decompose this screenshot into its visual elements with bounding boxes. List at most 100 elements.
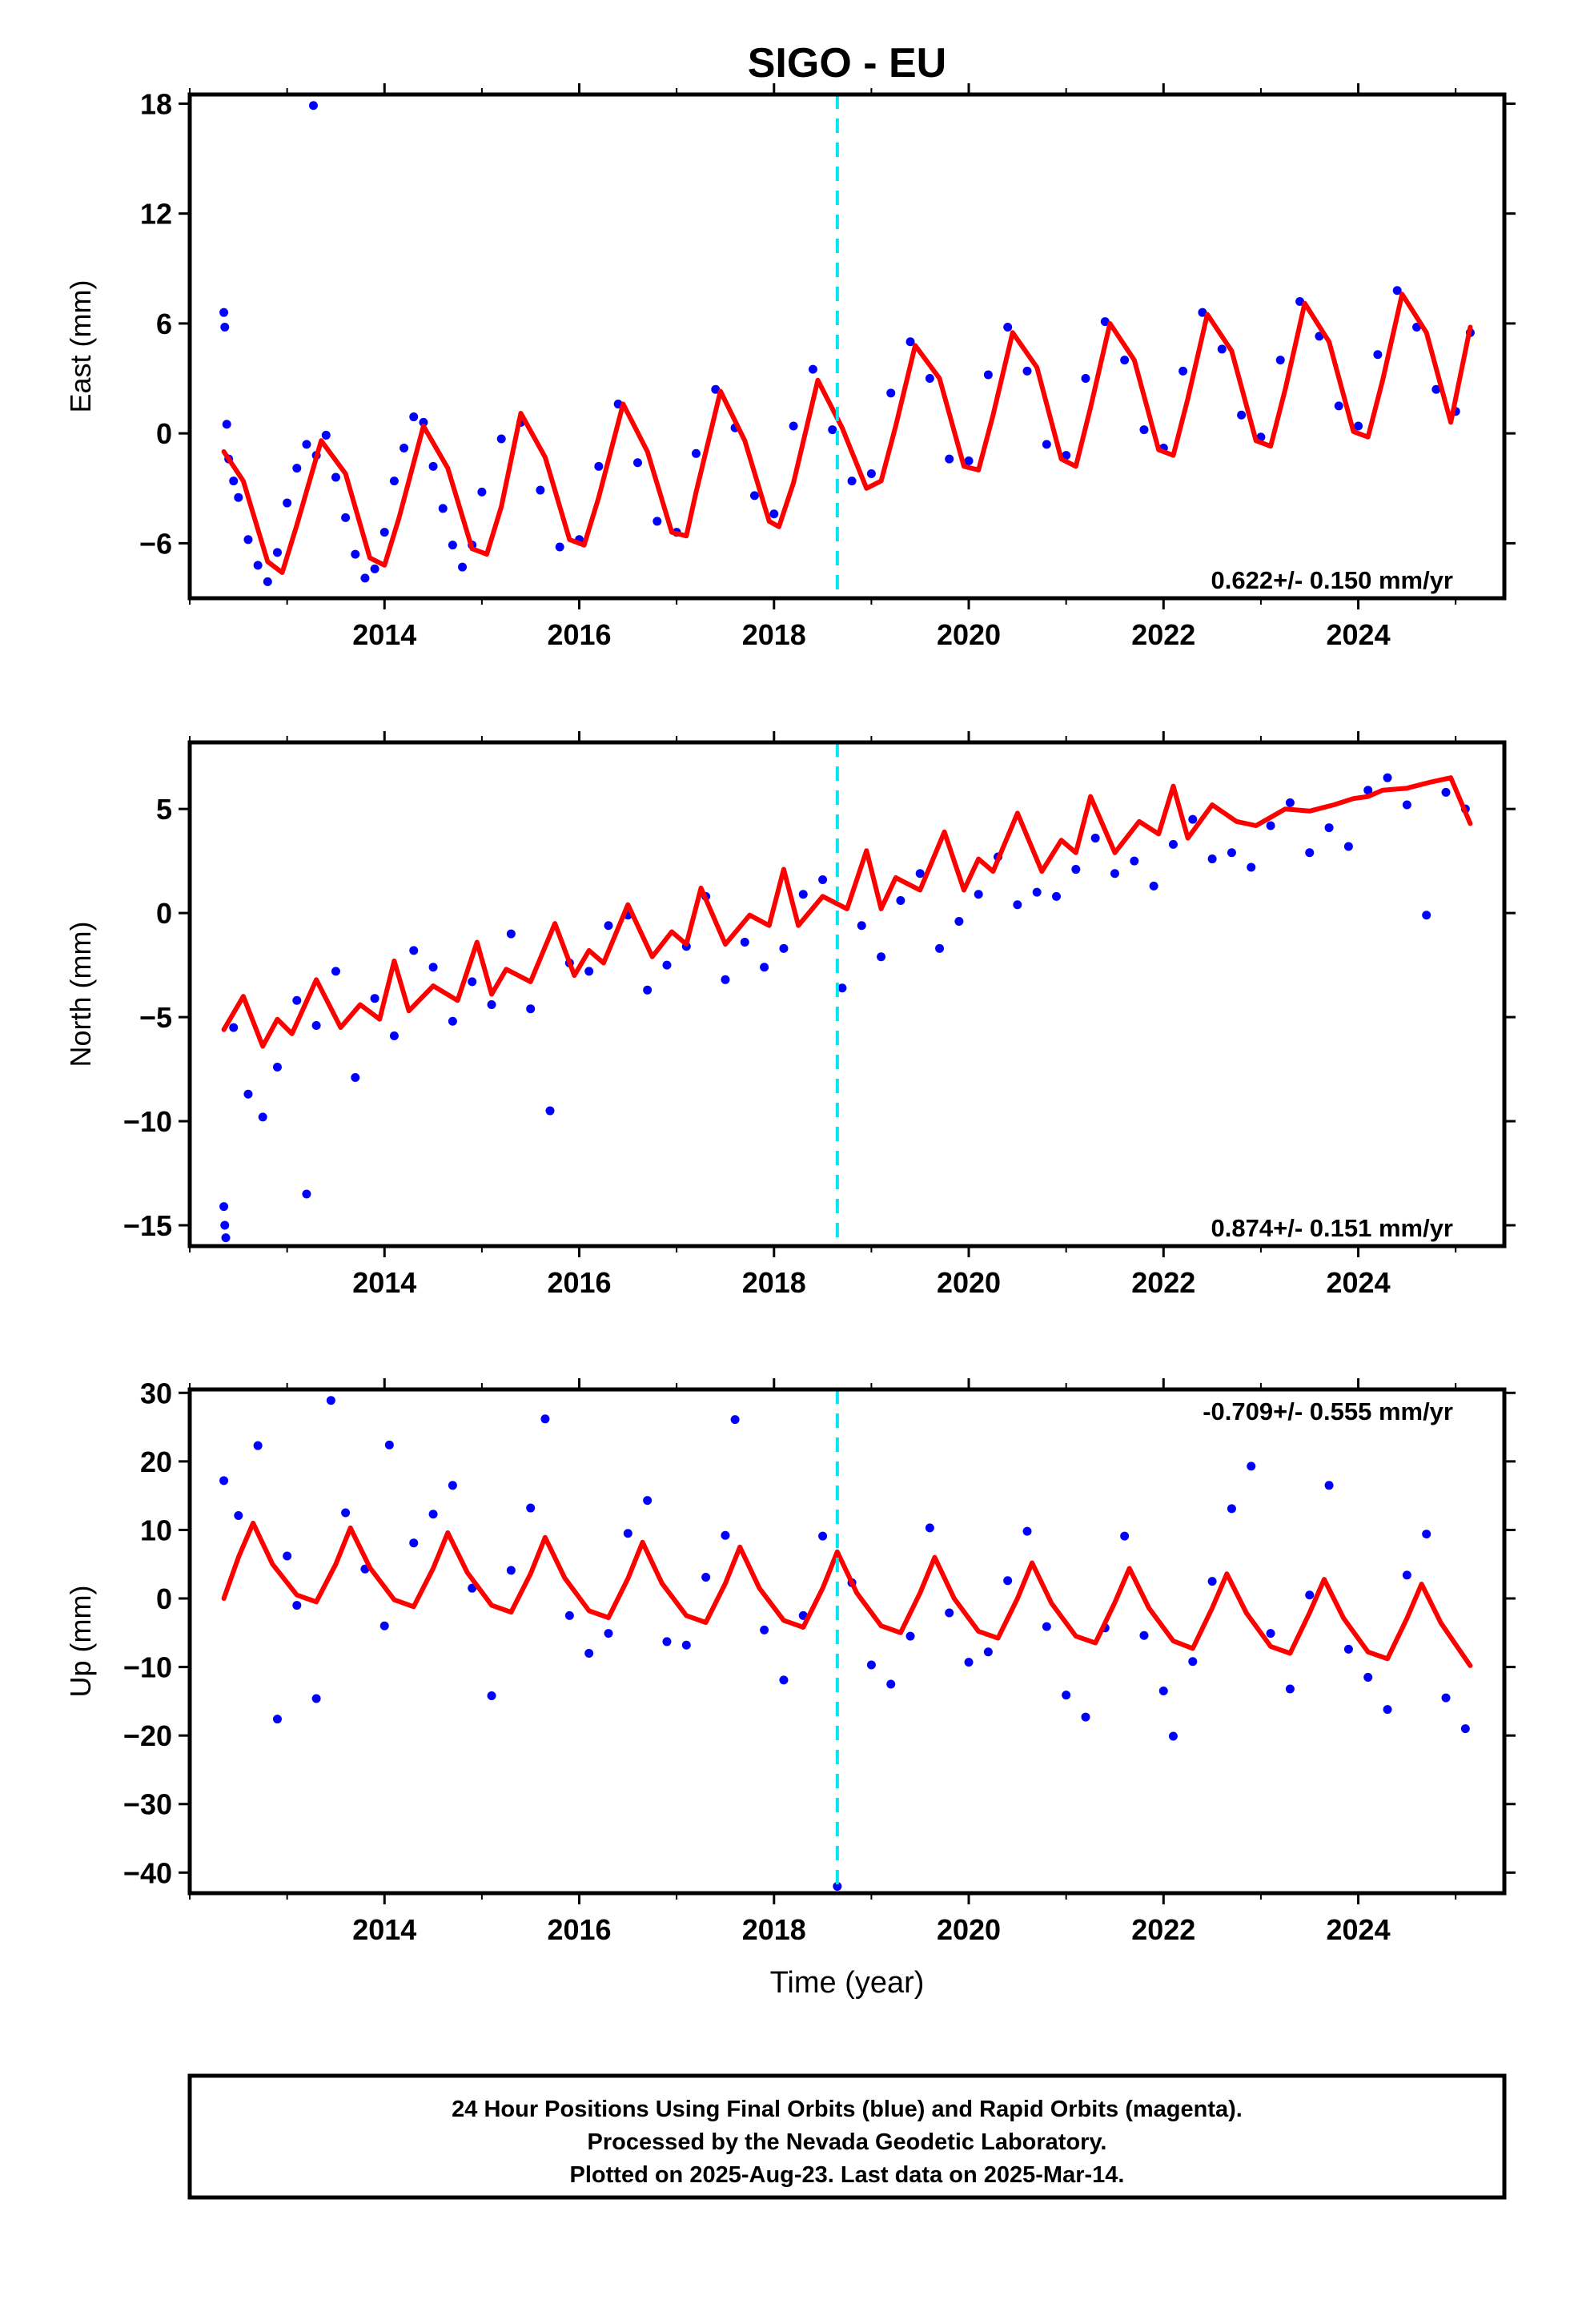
- north-ylabel: North (mm): [64, 922, 97, 1068]
- up-position-point-41: [964, 1658, 974, 1667]
- up-position-point-10: [379, 1621, 389, 1630]
- up-position-point-12: [409, 1538, 419, 1548]
- east-ytick-label-12: 12: [140, 198, 172, 231]
- east-position-point-60: [1042, 440, 1051, 449]
- up-position-point-66: [1441, 1693, 1451, 1703]
- up-position-point-40: [945, 1608, 954, 1618]
- north-position-point-48: [1071, 865, 1081, 875]
- north-position-point-5: [258, 1112, 267, 1122]
- north-ytick-label-5: 5: [156, 793, 172, 826]
- north-position-point-50: [1110, 869, 1119, 879]
- east-ytick-label-6: 6: [156, 308, 172, 340]
- north-position-point-15: [428, 963, 438, 972]
- north-xtick-label-2014: 2014: [352, 1266, 416, 1299]
- east-position-point-20: [370, 564, 379, 573]
- up-ytick-label-20: 20: [140, 1445, 172, 1478]
- east-position-point-48: [808, 364, 817, 374]
- east-position-point-34: [536, 485, 545, 495]
- up-xtick-label-2014: 2014: [352, 1913, 416, 1946]
- east-position-point-8: [263, 577, 272, 586]
- east-xtick-label-2020: 2020: [937, 618, 1001, 651]
- east-xtick-label-2024: 2024: [1327, 618, 1391, 651]
- east-position-point-64: [1120, 356, 1130, 365]
- east-ytick-label-0: 0: [156, 417, 172, 450]
- up-xtick-label-2020: 2020: [937, 1913, 1001, 1946]
- up-position-point-61: [1343, 1644, 1353, 1654]
- east-position-point-35: [555, 542, 564, 552]
- north-position-point-27: [662, 960, 672, 970]
- north-position-point-21: [545, 1106, 555, 1116]
- east-xtick-label-2022: 2022: [1131, 618, 1195, 651]
- north-position-point-34: [798, 890, 808, 899]
- north-position-point-9: [311, 1020, 321, 1030]
- up-position-point-16: [487, 1691, 496, 1701]
- north-position-point-64: [1383, 773, 1392, 782]
- east-position-point-11: [292, 464, 302, 473]
- up-position-point-60: [1324, 1481, 1334, 1490]
- east-position-point-26: [428, 461, 438, 471]
- up-position-point-62: [1363, 1672, 1373, 1682]
- east-rate-label: 0.622+/- 0.150 mm/yr: [1211, 566, 1453, 594]
- north-position-point-49: [1090, 834, 1100, 843]
- east-ytick-label-18: 18: [140, 87, 172, 120]
- up-position-point-67: [1460, 1724, 1470, 1734]
- east-position-point-10: [283, 498, 292, 508]
- up-position-point-63: [1383, 1705, 1392, 1715]
- north-position-point-17: [468, 977, 477, 987]
- up-position-point-11: [384, 1440, 394, 1449]
- up-position-point-53: [1188, 1657, 1198, 1667]
- east-xtick-label-2018: 2018: [742, 618, 806, 651]
- east-position-point-39: [632, 458, 642, 468]
- east-position-point-63: [1100, 317, 1110, 327]
- up-position-point-49: [1120, 1531, 1130, 1541]
- east-position-point-27: [438, 504, 448, 513]
- up-position-point-51: [1158, 1687, 1168, 1696]
- north-ytick-label-5: −5: [139, 1001, 172, 1034]
- east-position-point-29: [458, 562, 468, 572]
- up-ytick-label-10: 10: [140, 1514, 172, 1546]
- up-position-point-34: [833, 1881, 842, 1891]
- east-position-point-43: [711, 384, 721, 394]
- north-position-point-39: [896, 896, 905, 906]
- up-position-point-55: [1227, 1504, 1236, 1514]
- up-xtick-label-2024: 2024: [1327, 1913, 1391, 1946]
- up-position-point-1: [234, 1510, 243, 1520]
- up-position-point-14: [448, 1481, 457, 1490]
- north-ytick-label-10: −10: [123, 1105, 172, 1138]
- north-position-point-56: [1227, 848, 1236, 858]
- north-position-point-45: [1013, 900, 1022, 910]
- north-xtick-label-2022: 2022: [1131, 1266, 1195, 1299]
- east-position-point-54: [925, 374, 934, 384]
- east-model-fit-line: [221, 292, 1473, 575]
- east-position-point-12: [302, 440, 311, 449]
- up-position-point-8: [341, 1508, 351, 1518]
- north-position-point-14: [409, 946, 419, 955]
- up-xlabel: Time (year): [770, 1966, 925, 2000]
- up-position-point-20: [564, 1610, 574, 1620]
- east-position-point-5: [234, 493, 243, 502]
- east-position-point-68: [1198, 308, 1207, 317]
- up-position-point-19: [540, 1414, 550, 1424]
- north-panel: 2014 2016 2018 2020 2022 2024 −15 −10 −5 0 5 North …: [64, 731, 1516, 1299]
- up-position-point-29: [730, 1415, 740, 1425]
- east-position-point-1: [220, 322, 230, 332]
- north-position-point-32: [760, 963, 769, 972]
- east-position-point-22: [389, 476, 399, 486]
- up-position-point-58: [1285, 1684, 1295, 1694]
- east-position-point-80: [1431, 384, 1441, 394]
- east-position-point-46: [769, 509, 779, 519]
- north-xtick-label-2020: 2020: [937, 1266, 1001, 1299]
- east-ytick-label-6: −6: [139, 527, 172, 560]
- east-position-point-18: [351, 549, 360, 559]
- north-xtick-label-2024: 2024: [1327, 1266, 1391, 1299]
- north-position-point-24: [604, 921, 613, 931]
- east-position-point-45: [749, 491, 759, 501]
- up-position-point-17: [506, 1566, 516, 1575]
- east-position-point-16: [331, 472, 340, 482]
- north-position-point-47: [1052, 891, 1062, 901]
- up-ylabel: Up (mm): [64, 1586, 97, 1698]
- east-plot-area: [219, 94, 1475, 598]
- north-position-point-46: [1032, 887, 1042, 897]
- north-position-point-61: [1324, 823, 1334, 833]
